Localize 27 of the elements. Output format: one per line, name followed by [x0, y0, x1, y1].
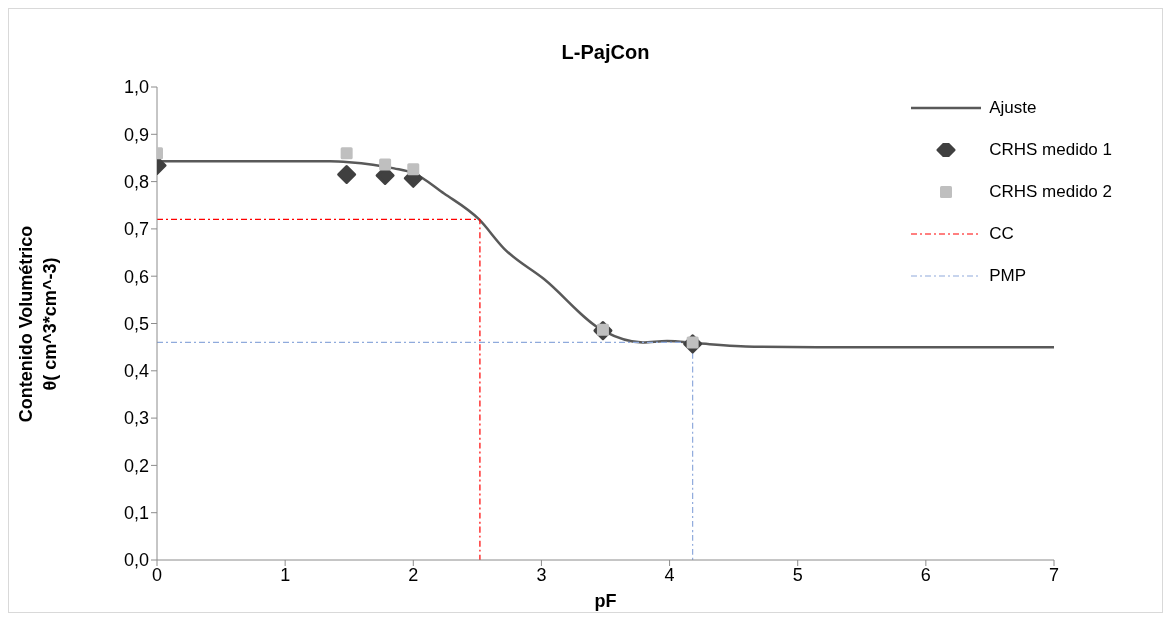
- y-tick-label: 0,3: [123, 408, 149, 429]
- x-tick-label: 2: [408, 564, 419, 585]
- x-axis-title: pF: [593, 591, 618, 612]
- y-tick-label: 0,2: [123, 455, 149, 476]
- y-tick-label: 1,0: [123, 77, 149, 98]
- y-tick-label: 0,4: [123, 361, 149, 382]
- legend-label: Ajuste: [989, 98, 1037, 118]
- x-tick-label: 1: [280, 564, 291, 585]
- legend-label: CRHS medido 1: [989, 140, 1112, 160]
- y-tick-label: 0,1: [123, 503, 149, 524]
- x-tick-label: 3: [536, 564, 547, 585]
- chart-title: L-PajCon: [560, 41, 651, 64]
- legend-label: CRHS medido 2: [989, 182, 1112, 202]
- y-tick-label: 0,7: [123, 219, 149, 240]
- legend-label: PMP: [989, 266, 1027, 286]
- y-tick-label: 0,6: [123, 266, 149, 287]
- y-tick-label: 0,5: [123, 313, 149, 334]
- legend-label: CC: [989, 224, 1014, 244]
- y-tick-label: 0,0: [123, 550, 149, 571]
- x-tick-label: 6: [920, 564, 931, 585]
- x-tick-label: 0: [151, 564, 163, 585]
- y-axis-title: Contenido Volumétrico θ( cm^3*cm^-3): [15, 224, 61, 424]
- x-tick-label: 5: [792, 564, 803, 585]
- x-tick-label: 4: [664, 564, 675, 585]
- x-tick-label: 7: [1048, 564, 1060, 585]
- y-tick-label: 0,9: [123, 124, 149, 145]
- y-tick-label: 0,8: [123, 171, 149, 192]
